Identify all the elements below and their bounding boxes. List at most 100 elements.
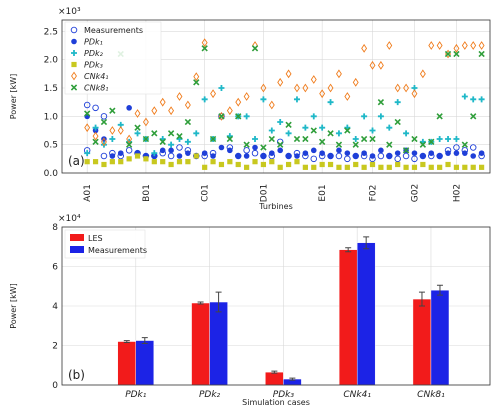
legend-entry-pdk-: PDk₃ — [84, 61, 103, 70]
data-point — [302, 124, 309, 131]
data-point — [344, 92, 351, 101]
error-bar — [436, 284, 443, 296]
data-point — [394, 83, 401, 93]
data-point — [277, 164, 283, 170]
data-point — [126, 156, 132, 162]
data-point — [151, 159, 157, 165]
data-point — [445, 150, 451, 156]
data-point — [377, 99, 385, 106]
panel-a-y-axis-label: Power [kW] — [9, 74, 18, 120]
data-point — [344, 127, 351, 134]
panel-a-x-ticks: A01 B01 C01 D01 E01 F02 G02 H02 — [83, 184, 462, 202]
panel-b-y-tick-label: 4 — [52, 302, 58, 312]
data-point — [411, 135, 418, 143]
data-point — [92, 138, 99, 145]
data-point — [202, 164, 208, 170]
data-point — [319, 150, 325, 156]
data-point — [100, 152, 108, 160]
panel-a-y-tick-label: 2.5 — [44, 27, 58, 37]
data-point — [277, 119, 284, 125]
panel-b-x-tick-label: CNk8₁ — [417, 390, 445, 400]
data-point — [310, 127, 317, 134]
legend-marker — [70, 26, 78, 34]
data-point — [260, 153, 267, 159]
data-point — [369, 135, 376, 143]
data-point — [92, 124, 99, 131]
data-point — [244, 164, 250, 170]
legend-entry-measurements: Measurements — [84, 26, 143, 35]
data-point — [168, 141, 175, 148]
data-point — [226, 106, 233, 116]
data-point — [176, 144, 183, 151]
data-point — [310, 113, 317, 120]
data-point — [193, 130, 200, 137]
data-point — [352, 141, 359, 148]
data-point — [109, 159, 115, 165]
data-point — [193, 72, 200, 82]
data-point — [125, 141, 133, 148]
data-point — [210, 89, 216, 99]
data-point — [100, 113, 108, 120]
data-point — [302, 150, 309, 156]
legend-entry-pdk-: PDk₁ — [84, 38, 103, 47]
data-point — [453, 136, 460, 142]
data-point — [336, 164, 342, 170]
series-measurements — [83, 101, 485, 163]
data-point — [134, 124, 141, 131]
data-point — [167, 130, 175, 137]
panel-b-x-ticks: PDk₁ PDk₂ PDk₃ CNk4₁ CNk8₁ — [125, 390, 445, 400]
data-point — [218, 85, 225, 91]
data-point — [210, 159, 216, 165]
bar-measurements — [135, 340, 154, 386]
data-point — [394, 99, 401, 106]
data-point — [117, 150, 124, 156]
data-point — [193, 153, 199, 159]
error-bar — [345, 247, 352, 253]
data-point — [126, 105, 132, 111]
data-point — [184, 100, 191, 110]
data-point — [478, 150, 485, 156]
series-pdk- — [84, 153, 485, 170]
error-bar — [215, 291, 222, 313]
data-point — [294, 153, 300, 159]
panel-b-y-tick-label: 2 — [52, 342, 58, 352]
data-point — [386, 153, 393, 159]
data-point — [344, 164, 350, 170]
data-point — [310, 155, 318, 163]
data-point — [403, 130, 410, 137]
data-point — [445, 161, 451, 168]
data-point — [479, 164, 485, 170]
data-point — [269, 159, 275, 165]
panel-a-axes-frame — [61, 19, 491, 174]
data-point — [394, 118, 401, 126]
data-point — [335, 141, 343, 148]
data-point — [235, 161, 241, 168]
data-point — [209, 135, 217, 143]
data-point — [319, 161, 325, 168]
data-point — [369, 161, 376, 168]
data-point — [395, 161, 401, 168]
data-point — [386, 141, 393, 148]
data-point — [461, 41, 468, 50]
series-les — [117, 247, 432, 386]
data-point — [260, 96, 267, 103]
data-point — [285, 121, 292, 128]
data-point — [243, 113, 250, 120]
data-point — [268, 100, 275, 110]
data-point — [84, 110, 91, 117]
panel-b-y-axis-label: Power [kW] — [9, 283, 18, 329]
error-bar — [363, 236, 370, 250]
error-bar — [197, 301, 204, 305]
data-point — [411, 150, 418, 156]
panel-b-y-tick-label: 0 — [52, 381, 58, 391]
data-point — [117, 126, 124, 135]
data-point — [369, 127, 376, 134]
data-point — [352, 77, 359, 87]
data-point — [100, 118, 108, 126]
panel-a-x-tick-label: H02 — [452, 184, 462, 202]
data-point — [419, 141, 427, 148]
data-point — [92, 104, 99, 112]
panel-a-y-tick-label: 0.5 — [44, 141, 58, 151]
data-point — [453, 164, 460, 170]
